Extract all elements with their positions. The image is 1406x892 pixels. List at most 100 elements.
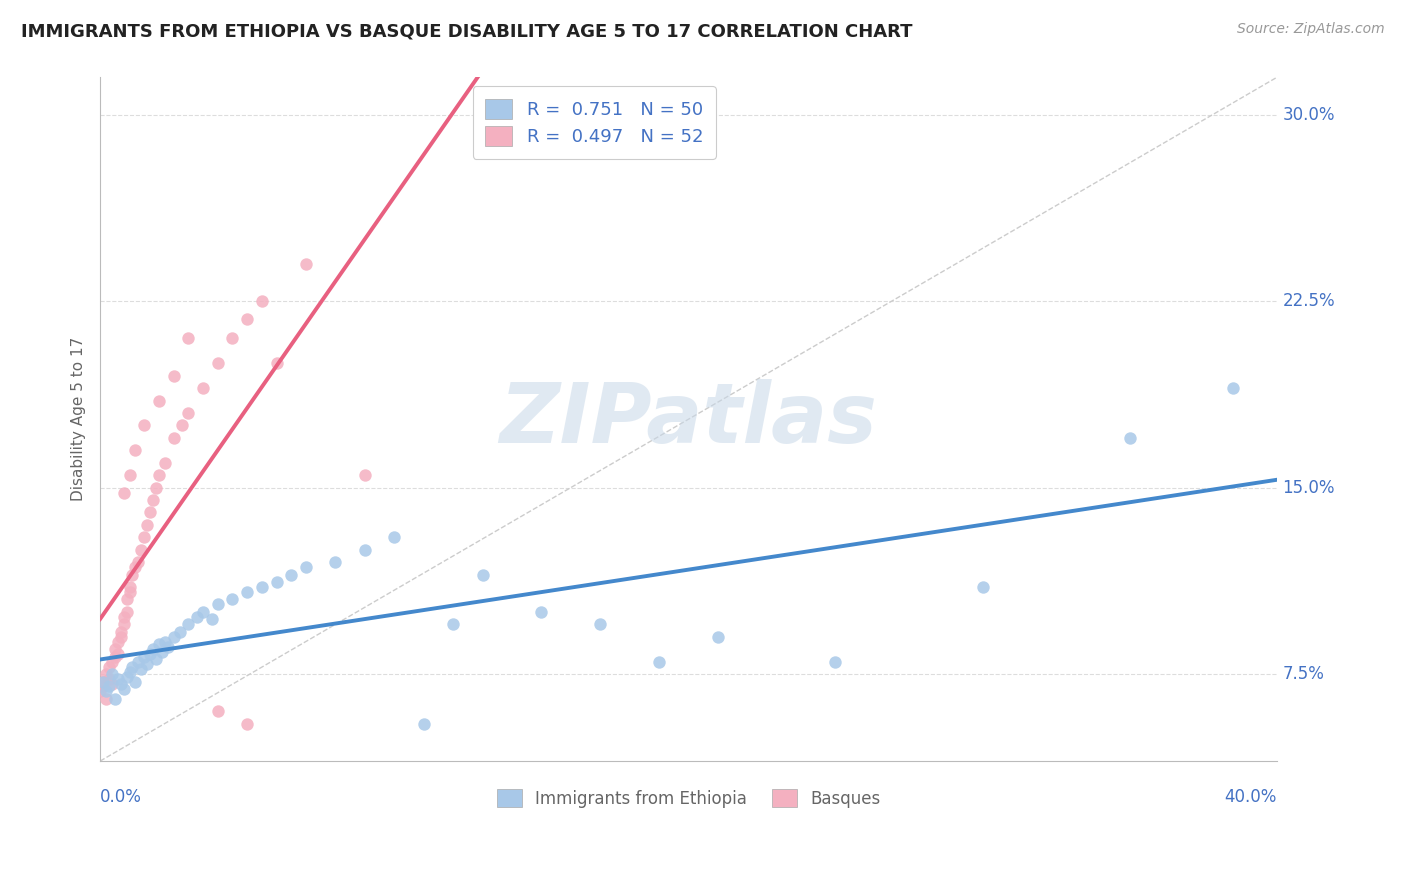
Point [97,680,120,694]
Legend: Immigrants from Ethiopia, Basques: Immigrants from Ethiopia, Basques [489,782,887,814]
Point [172,418,194,433]
Text: 0.0%: 0.0% [100,789,142,806]
Point [101,667,124,681]
Point [148,393,170,408]
Text: Source: ZipAtlas.com: Source: ZipAtlas.com [1237,22,1385,37]
Point [177,331,200,345]
Point [145,652,167,666]
Point [153,456,176,470]
Point [824,655,846,669]
Point [201,612,224,626]
Point [153,634,176,648]
Point [91,680,114,694]
Point [530,605,553,619]
Point [382,530,405,544]
Point [441,617,464,632]
Point [107,672,129,686]
Point [101,677,124,691]
Point [191,605,214,619]
Text: 30.0%: 30.0% [1282,106,1336,124]
Point [207,704,229,718]
Point [221,592,243,607]
Point [115,669,138,683]
Point [101,655,124,669]
Point [89,684,111,698]
Point [266,356,288,370]
Point [148,637,170,651]
Point [91,674,114,689]
Point [124,443,146,458]
Point [471,567,494,582]
Point [107,647,129,661]
Point [142,493,165,508]
Text: IMMIGRANTS FROM ETHIOPIA VS BASQUE DISABILITY AGE 5 TO 17 CORRELATION CHART: IMMIGRANTS FROM ETHIOPIA VS BASQUE DISAB… [21,22,912,40]
Point [124,674,146,689]
Point [118,585,141,599]
Point [972,580,994,594]
Point [250,580,273,594]
Point [236,585,259,599]
Point [236,716,259,731]
Point [134,418,156,433]
Point [118,468,141,483]
Point [207,356,229,370]
Point [110,624,132,639]
Point [134,649,156,664]
Point [412,716,434,731]
Point [127,555,149,569]
Point [97,659,120,673]
Point [142,642,165,657]
Point [112,617,135,632]
Point [136,517,159,532]
Point [177,406,200,420]
Point [353,468,375,483]
Point [115,592,138,607]
Point [266,575,288,590]
Point [150,645,173,659]
Point [110,630,132,644]
Point [104,649,127,664]
Point [97,672,120,686]
Point [295,257,318,271]
Point [280,567,302,582]
Point [94,667,117,681]
Point [139,647,162,661]
Point [118,665,141,679]
Point [131,662,153,676]
Point [589,617,612,632]
Point [131,542,153,557]
Point [191,381,214,395]
Point [207,598,229,612]
Point [1222,381,1244,395]
Point [163,368,186,383]
Text: 15.0%: 15.0% [1282,479,1336,497]
Point [94,692,117,706]
Text: 7.5%: 7.5% [1282,665,1324,683]
Point [136,657,159,672]
Point [112,610,135,624]
Point [94,684,117,698]
Point [295,560,318,574]
Point [221,331,243,345]
Point [104,642,127,657]
Point [134,530,156,544]
Point [163,431,186,445]
Point [148,468,170,483]
Text: 40.0%: 40.0% [1225,789,1277,806]
Point [124,560,146,574]
Point [353,542,375,557]
Point [112,681,135,696]
Point [156,640,179,654]
Point [104,692,127,706]
Point [127,655,149,669]
Point [648,655,671,669]
Point [250,294,273,309]
Point [121,567,143,582]
Point [236,311,259,326]
Point [118,580,141,594]
Point [139,506,162,520]
Point [115,605,138,619]
Text: 22.5%: 22.5% [1282,293,1336,310]
Point [145,481,167,495]
Point [169,624,191,639]
